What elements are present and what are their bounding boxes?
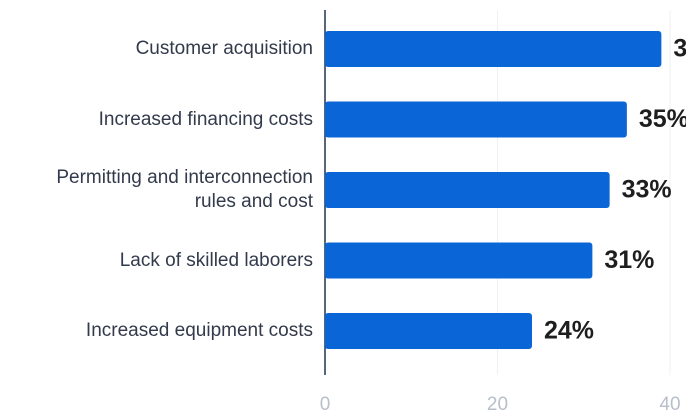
category-label: Increased financing costs — [98, 108, 313, 130]
x-tick-label: 40 — [659, 394, 680, 415]
bar — [325, 242, 593, 279]
value-label: 39% — [673, 35, 686, 63]
category-label: Permitting and interconnection rules and… — [56, 167, 313, 212]
x-tick-label: 0 — [320, 394, 331, 415]
bar — [325, 172, 610, 208]
value-label: 35% — [639, 105, 686, 133]
value-label: 31% — [604, 246, 654, 274]
bar — [325, 31, 662, 67]
value-label: 33% — [622, 176, 672, 204]
x-tick-label: 20 — [487, 394, 508, 415]
category-label: Increased equipment costs — [85, 320, 313, 341]
value-label: 24% — [544, 317, 594, 345]
category-label: Customer acquisition — [135, 38, 313, 59]
bar — [325, 101, 627, 138]
bar — [325, 313, 532, 349]
category-label: Lack of skilled laborers — [119, 249, 313, 271]
